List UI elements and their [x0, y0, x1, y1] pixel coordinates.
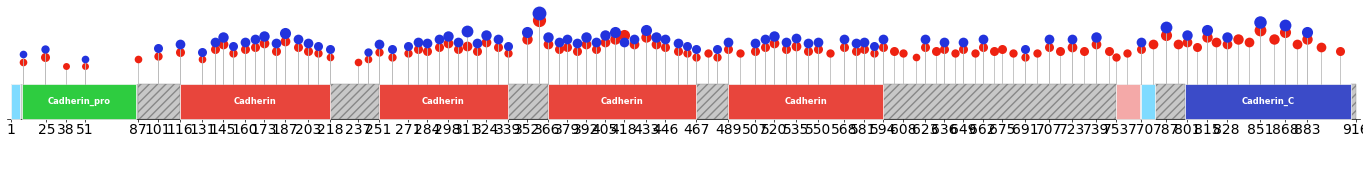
Bar [548, 84, 696, 119]
Bar [138, 84, 180, 119]
Text: Cadherin: Cadherin [423, 97, 465, 106]
Bar [11, 84, 1356, 119]
Text: Cadherin_pro: Cadherin_pro [48, 97, 110, 106]
Bar [696, 84, 728, 119]
Bar [1186, 84, 1352, 119]
Bar [379, 84, 508, 119]
Bar [728, 84, 883, 119]
Bar [1116, 84, 1139, 119]
Bar [883, 84, 1116, 119]
Bar [11, 84, 20, 119]
Bar [1141, 84, 1154, 119]
Bar [180, 84, 330, 119]
Bar [1154, 84, 1186, 119]
Text: Cadherin: Cadherin [784, 97, 827, 106]
Bar [22, 84, 136, 119]
Text: Cadherin_C: Cadherin_C [1242, 97, 1295, 106]
Bar [508, 84, 548, 119]
Text: Cadherin: Cadherin [234, 97, 277, 106]
Text: Cadherin: Cadherin [601, 97, 643, 106]
Bar [330, 84, 379, 119]
Bar [1352, 84, 1356, 119]
